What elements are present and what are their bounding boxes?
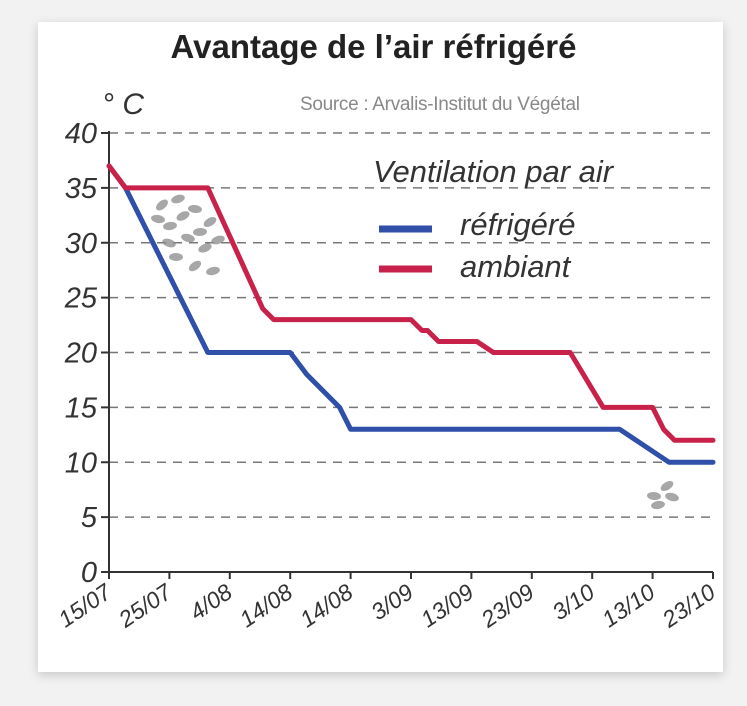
y-tick-label-35: 35 xyxy=(65,173,98,205)
x-tick-label-2: 4/08 xyxy=(185,578,237,625)
insect-icon xyxy=(647,491,661,501)
insect-icon xyxy=(660,480,674,492)
series-line-0 xyxy=(106,163,716,465)
y-tick-label-0: 0 xyxy=(81,557,97,589)
grid-lines xyxy=(101,132,713,573)
insect-icon xyxy=(169,252,183,262)
y-tick-label-30: 30 xyxy=(65,228,97,260)
x-tick-label-3: 14/08 xyxy=(235,578,297,632)
x-tick-label-8: 3/10 xyxy=(547,578,599,625)
insect-icon xyxy=(163,221,177,231)
x-tick-label-10: 23/10 xyxy=(657,578,720,632)
insect-icon xyxy=(171,194,185,204)
x-tick-label-5: 3/09 xyxy=(366,578,418,625)
series-line-1 xyxy=(106,163,716,443)
y-tick-label-20: 20 xyxy=(64,338,97,370)
legend: Ventilation par air réfrigéré ambiant xyxy=(373,154,615,284)
x-tick-label-6: 13/09 xyxy=(416,578,478,632)
insect-icon xyxy=(176,211,190,221)
y-tick-label-15: 15 xyxy=(65,392,98,424)
legend-title: Ventilation par air xyxy=(373,154,615,189)
insect-icon xyxy=(156,199,168,211)
insect-icon xyxy=(198,243,212,253)
insect-icon xyxy=(151,214,165,224)
chart-source: Source : Arvalis-Institut du Végétal xyxy=(300,94,580,115)
chart-title: Avantage de l’air réfrigéré xyxy=(170,28,577,65)
y-tick-labels: 0 5 10 15 20 25 30 35 40 xyxy=(64,118,98,589)
insect-icon xyxy=(651,500,665,510)
insect-icon xyxy=(211,235,225,245)
y-tick-label-5: 5 xyxy=(81,502,98,534)
y-tick-label-40: 40 xyxy=(65,118,97,150)
x-tick-label-1: 25/07 xyxy=(113,578,177,633)
legend-label-refrigere: réfrigéré xyxy=(460,207,575,242)
axes xyxy=(108,131,714,579)
x-tick-label-4: 14/08 xyxy=(295,578,357,632)
y-tick-label-10: 10 xyxy=(65,447,97,479)
insect-icon xyxy=(188,260,202,272)
insect-icon xyxy=(181,233,195,243)
insect-decoration xyxy=(151,194,679,510)
insect-icon xyxy=(188,204,202,214)
insect-icon xyxy=(193,227,207,237)
insect-icon xyxy=(665,492,679,502)
series-lines xyxy=(106,163,716,465)
insect-icon xyxy=(203,217,217,227)
x-tick-label-9: 13/10 xyxy=(597,578,659,632)
chart-card xyxy=(38,22,723,672)
legend-label-ambiant: ambiant xyxy=(460,249,572,284)
insect-icon xyxy=(162,238,176,248)
x-tick-label-7: 23/09 xyxy=(476,578,539,632)
y-tick-label-25: 25 xyxy=(64,283,98,315)
y-axis-unit: ° C xyxy=(102,88,144,121)
insect-icon xyxy=(206,266,220,276)
